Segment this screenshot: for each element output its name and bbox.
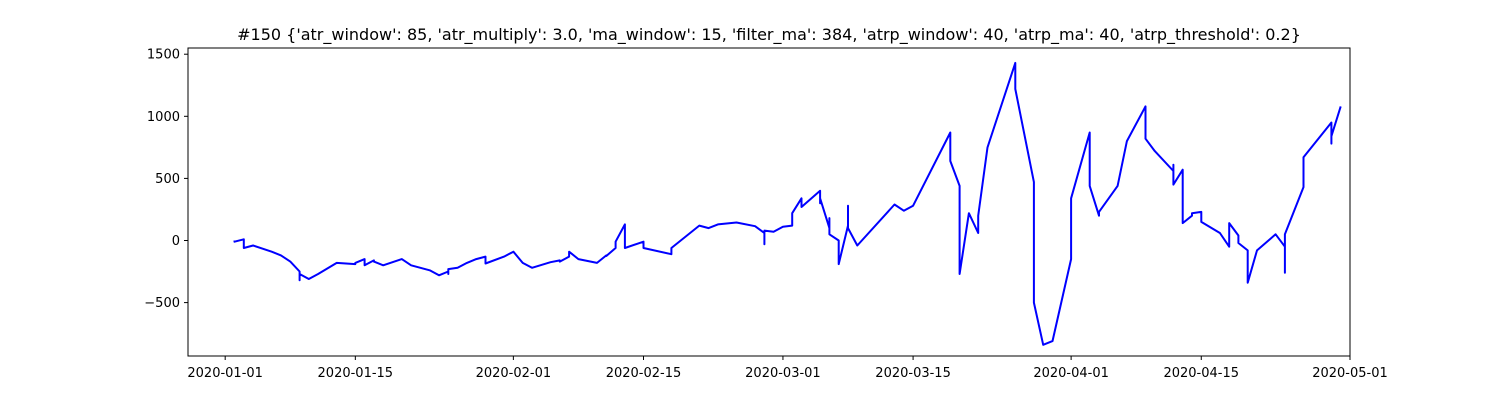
y-tick-label: −500 [144,296,180,311]
x-tick-label: 2020-03-01 [745,366,821,381]
series-layer [233,61,1342,346]
x-tick-label: 2020-04-15 [1163,366,1239,381]
y-axis: −500 0 500 1000 1500 [144,48,188,311]
x-tick-label: 2020-02-01 [476,366,552,381]
plot-frame [187,47,1351,357]
x-tick-label: 2020-01-15 [318,366,394,381]
series-line-0 [233,61,1342,346]
y-tick-label: 1000 [147,110,180,125]
chart-title: #150 {'atr_window': 85, 'atr_multiply': … [237,25,1301,45]
x-tick-label: 2020-02-15 [606,366,682,381]
x-axis: 2020-01-01 2020-01-15 2020-02-01 2020-02-15… [187,356,1388,381]
y-tick-label: 1500 [147,48,180,63]
x-tick-label: 2020-03-15 [875,366,951,381]
x-tick-label: 2020-04-01 [1033,366,1109,381]
y-tick-label: 500 [155,172,180,187]
x-tick-label: 2020-05-01 [1312,366,1388,381]
y-tick-label: 0 [172,234,180,249]
x-tick-label: 2020-01-01 [187,366,263,381]
